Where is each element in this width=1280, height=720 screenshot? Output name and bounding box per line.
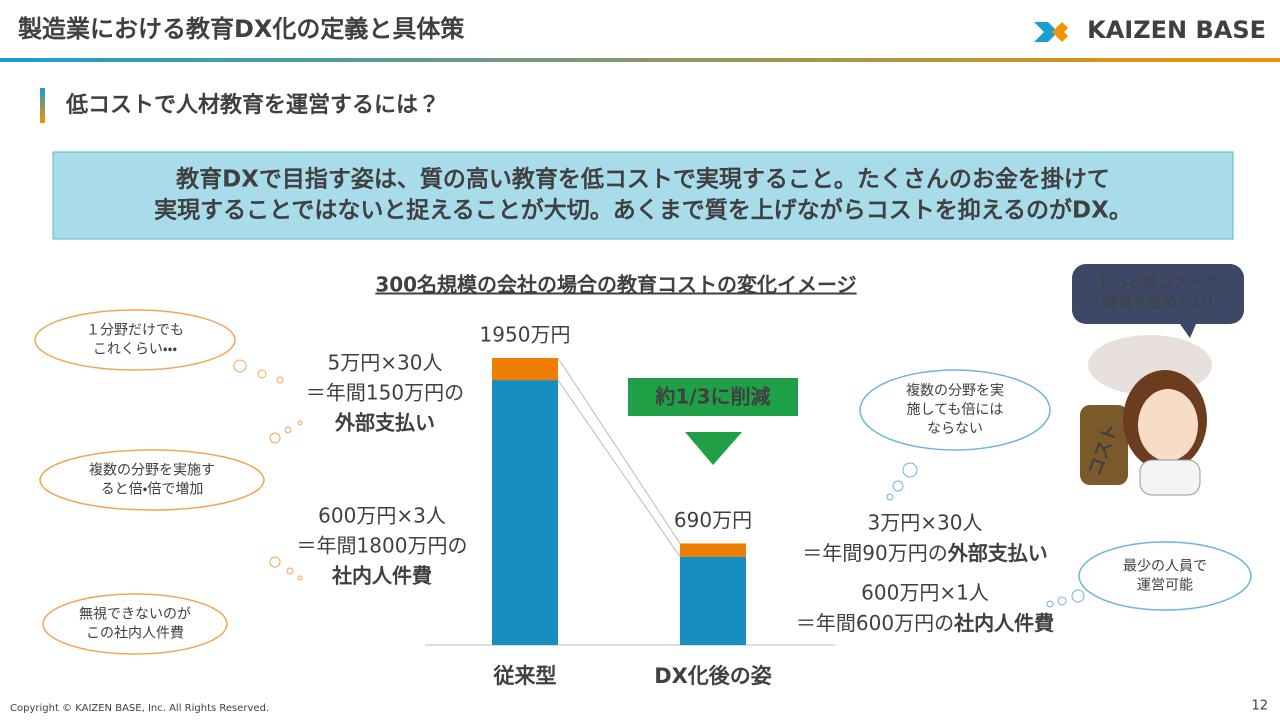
bar-segment: [492, 358, 558, 381]
speech-text: もっと低コストで: [1098, 274, 1218, 292]
bubble-dot: [1046, 600, 1054, 608]
section-title: 低コストで人材教育を運営するには？: [65, 92, 440, 118]
annotation: 5万円×30人: [328, 351, 443, 375]
bubble-text: これくらい・・・: [93, 342, 178, 358]
bubble-dot: [257, 369, 267, 379]
thought-bubble: [1078, 541, 1252, 611]
bubble-dot: [286, 567, 294, 575]
bubble-text: ると倍・倍で増加: [101, 482, 204, 498]
bar-segment: [492, 380, 558, 645]
down-arrow: [685, 432, 742, 465]
thought-bubble: [859, 369, 1051, 451]
bubble-dot: [297, 575, 303, 581]
thought-bubble: [39, 449, 265, 511]
bubble-text: ならない: [927, 421, 983, 437]
reduction-box: [628, 378, 798, 416]
speech-text: 教育を進めたい!: [1102, 294, 1213, 312]
total-label: 1950万円: [480, 323, 571, 347]
bubble-dot: [269, 432, 281, 444]
bubble-text: １分野だけでも: [86, 323, 184, 339]
annotation: ＝年間90万円の外部支払い: [802, 541, 1047, 565]
connector-line: [557, 357, 681, 544]
thought-bubble: [42, 593, 228, 655]
copyright: Copyright © KAIZEN BASE, Inc. All Rights…: [10, 703, 269, 714]
annotation-part: ＝年間90万円の: [802, 541, 947, 565]
illustration: [1080, 335, 1212, 496]
total-label: 690万円: [674, 508, 752, 532]
bubble-dot: [297, 420, 303, 426]
annotation: ＝年間1800万円の: [297, 534, 468, 558]
speech-tail: [1180, 324, 1196, 338]
key-message: 教育DXで目指す姿は、質の高い教育を低コストで実現すること。たくさんのお金を掛け…: [175, 166, 1110, 193]
reduction-label: 約1/3に削減: [654, 385, 770, 409]
bubble-dot: [902, 462, 918, 478]
category-label: DX化後の姿: [654, 664, 772, 688]
thought-bubble: [34, 309, 236, 371]
bubble-dot: [1057, 596, 1067, 606]
bubble-text: 運営可能: [1137, 578, 1193, 594]
header-rule: [0, 58, 1280, 62]
section-marker: [40, 88, 45, 123]
bubble-text: 複数の分野を実施す: [89, 462, 215, 479]
connector-line: [557, 379, 681, 557]
page-number: 12: [1251, 699, 1268, 714]
bubble-text: 複数の分野を実: [906, 382, 1004, 399]
key-message-box: [52, 151, 1234, 240]
annotation: 外部支払い: [334, 411, 435, 435]
annotation-part: 外部支払い: [947, 541, 1048, 565]
bubble-dot: [886, 493, 894, 501]
annotation-part: 社内人件費: [953, 611, 1054, 635]
key-message: 実現することではないと捉えることが大切。あくまで質を上げながらコストを抑えるのが…: [154, 197, 1132, 224]
annotation: ＝年間150万円の: [306, 381, 464, 405]
annotation: 600万円×1人: [861, 581, 989, 605]
bubble-text: この社内人件費: [86, 626, 184, 642]
annotation: ＝年間600万円の社内人件費: [796, 611, 1054, 635]
annotation: 社内人件費: [331, 564, 432, 588]
bubble-dot: [1071, 589, 1085, 603]
bar-segment: [680, 556, 746, 645]
category-label: 従来型: [493, 664, 557, 688]
annotation: 3万円×30人: [868, 511, 983, 535]
chart-title: 300名規模の会社の場合の教育コストの変化イメージ: [375, 273, 856, 297]
bubble-text: 無視できないのが: [79, 607, 191, 623]
bubble-dot: [892, 480, 904, 492]
bubble-dot: [269, 556, 281, 568]
bubble-text: 施しても倍には: [907, 402, 1004, 418]
bubble-text: 最少の人員で: [1123, 559, 1207, 575]
logo-mark: [1034, 22, 1068, 42]
page-title: 製造業における教育DX化の定義と具体策: [18, 15, 465, 43]
logo-text: KAIZEN BASE: [1087, 16, 1266, 44]
bubble-dot: [284, 426, 292, 434]
annotation-part: ＝年間600万円の: [796, 611, 954, 635]
annotation: 600万円×3人: [318, 504, 446, 528]
bubble-dot: [276, 376, 284, 384]
bar-segment: [680, 543, 746, 557]
bubble-dot: [233, 359, 247, 373]
speech-bubble: [1072, 264, 1244, 324]
